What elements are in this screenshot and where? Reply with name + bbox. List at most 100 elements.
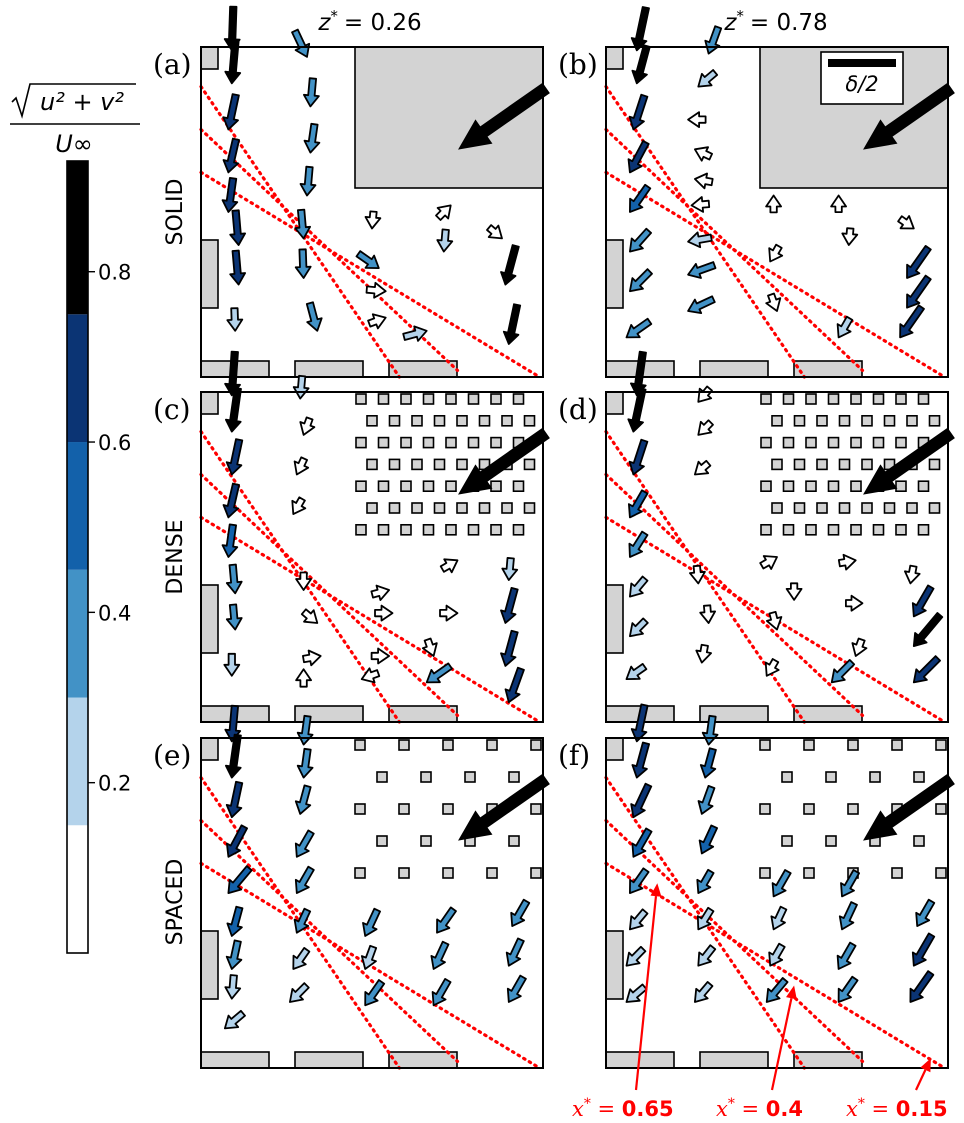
dense-roughness-element [872,523,885,536]
x-star-annotations: x* = 0.65 x* = 0.4 x* = 0.15 [572,883,948,1121]
dense-roughness-element [456,502,468,514]
velocity-vector [225,563,243,595]
dense-roughness-element [816,414,828,427]
colorbar-segment [67,161,88,315]
spaced-roughness-element [759,803,771,815]
velocity-vector [229,209,247,246]
dense-roughness-element [883,502,896,514]
velocity-vector [627,387,647,433]
dense-roughness-element [793,414,806,427]
left-block [605,930,624,1000]
dense-roughness-element [377,393,390,405]
colorbar-segment [67,569,88,698]
velocity-vector [293,456,310,476]
dense-roughness-element [467,436,480,449]
spaced-roughness-element [398,867,410,879]
dense-roughness-element [861,502,873,514]
velocity-vector [505,937,525,967]
colorbar-segment [67,314,88,443]
dense-roughness-element [827,393,840,405]
velocity-vector [631,827,653,858]
velocity-vector [845,594,864,612]
bottom-block [200,1051,270,1069]
dense-roughness-element [490,436,502,449]
velocity-vector [225,780,244,819]
velocity-vector [699,604,716,624]
dense-roughness-element [388,414,401,427]
panel-label: (f) [558,739,590,772]
velocity-vector [697,69,719,88]
velocity-vector [694,146,713,162]
dense-roughness-element [771,502,783,514]
dense-roughness-element [827,523,840,536]
left-block [605,584,624,654]
velocity-vector [625,945,647,967]
dense-roughness-element [490,523,502,536]
velocity-vector [225,824,249,858]
dense-roughness-element [445,523,457,536]
velocity-vector [695,643,712,664]
velocity-vector [629,227,652,253]
spaced-roughness-element [486,739,498,751]
annotation-arrow-head [786,985,797,1000]
corner-block [200,737,219,761]
dense-roughness-element [760,480,772,493]
dense-roughness-element [501,414,513,427]
velocity-vector [687,295,716,315]
velocity-vector [502,303,522,345]
velocity-vector [768,243,784,263]
corner-block [605,391,624,415]
velocity-vector [629,867,650,894]
velocity-vector [694,459,712,476]
dense-roughness-element [917,523,930,536]
dense-roughness-element [512,523,525,536]
velocity-vector [436,228,454,253]
dense-roughness-element [816,502,828,514]
dense-roughness-element [771,414,783,427]
velocity-vector [302,77,320,108]
velocity-vector [301,649,322,667]
velocity-vector [628,438,649,476]
dense-roughness-element [411,414,423,427]
velocity-vector [765,194,782,214]
velocity-vector [430,940,450,970]
dense-roughness-element [355,436,367,449]
velocity-vector [766,611,783,631]
dense-roughness-element [895,523,907,536]
dense-roughness-element [512,393,525,405]
dense-roughness-element [838,414,851,427]
dense-roughness-element [388,458,401,471]
velocity-vector [303,122,321,154]
velocity-vector [294,208,312,240]
velocity-vector [370,584,391,601]
velocity-vector [364,210,382,230]
spaced-roughness-element [486,867,498,879]
spaced-roughness-element [847,739,859,751]
dense-roughness-element [355,480,367,493]
panel-frame [200,46,544,378]
dense-roughness-element [422,393,435,405]
velocity-vector [837,553,857,571]
dense-roughness-element [433,458,446,471]
velocity-vector [625,983,648,1003]
velocity-vector [630,6,650,52]
dense-roughness-element [501,502,513,514]
colorbar-tick-label: 0.4 [98,601,131,625]
annotation-arrow-line [770,997,793,1091]
velocity-vector [759,555,778,570]
spaced-roughness-element [530,867,542,879]
panel-frame [200,391,544,723]
bottom-block [294,1051,364,1069]
panel-b: δ/2 (b) [558,6,955,379]
velocity-vector [771,869,792,898]
velocity-vector [294,248,312,279]
dense-roughness-element [760,523,772,536]
spaced-roughness-element [354,867,366,879]
colorbar-tick-label: 0.2 [98,772,131,796]
spaced-roughness-element [803,803,815,815]
bottom-block [294,360,364,378]
velocity-vector [631,741,650,779]
dense-roughness-element [445,436,457,449]
velocity-vector [300,608,319,624]
